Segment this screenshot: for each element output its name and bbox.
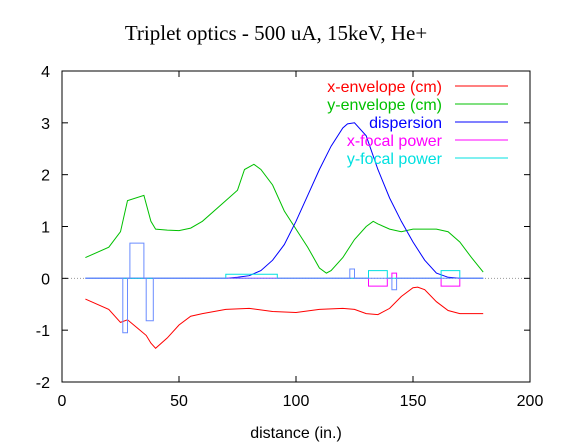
series-layer	[85, 122, 484, 350]
plot-frame	[61, 70, 531, 383]
series-line-x-focal-power	[85, 272, 484, 287]
chart-title: Triplet optics - 500 uA, 15keV, He+	[125, 21, 427, 45]
x-tick-label: 0	[58, 393, 67, 410]
y-tick-label: 1	[41, 220, 50, 237]
x-tick-label: 50	[170, 393, 188, 410]
y-tick-label: -1	[36, 323, 50, 340]
y-tick-label: 4	[41, 64, 50, 81]
legend-label: y-envelope (cm)	[327, 97, 442, 114]
series-line-x-envelope-cm	[85, 286, 484, 350]
y-tick-label: 3	[41, 116, 50, 133]
x-tick-label: 200	[517, 393, 544, 410]
series-line-dispersion	[85, 122, 484, 279]
legend-label: dispersion	[369, 115, 442, 132]
legend-label: x-envelope (cm)	[327, 79, 442, 96]
axis-ticks: 0 50 100 150 200 -2 -1 0 1 2 3 4	[36, 64, 544, 410]
legend-label: y-focal power	[347, 151, 443, 168]
y-tick-label: 2	[41, 168, 50, 185]
x-tick-label: 150	[400, 393, 427, 410]
series-line-y-focal-power	[85, 270, 484, 279]
legend-label: x-focal power	[347, 133, 443, 150]
legend: x-envelope (cm)y-envelope (cm)dispersion…	[327, 79, 508, 168]
series-line-unlabeled-5	[85, 242, 484, 334]
x-axis-label: distance (in.)	[250, 425, 342, 442]
y-tick-label: -2	[36, 375, 50, 392]
series-line-y-envelope-cm	[85, 163, 484, 274]
y-tick-label: 0	[41, 271, 50, 288]
x-tick-label: 100	[283, 393, 310, 410]
